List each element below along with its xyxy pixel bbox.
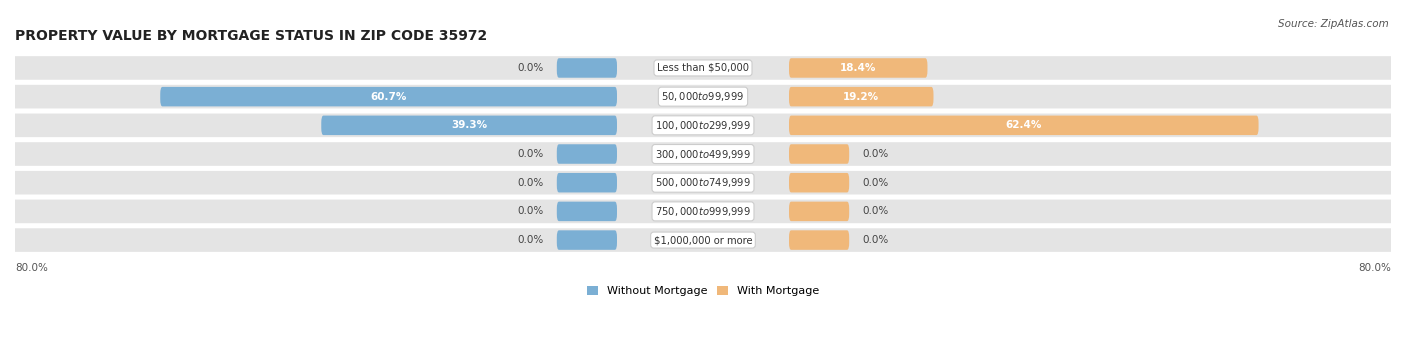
- Text: 0.0%: 0.0%: [862, 235, 889, 245]
- FancyBboxPatch shape: [557, 58, 617, 78]
- FancyBboxPatch shape: [789, 173, 849, 192]
- FancyBboxPatch shape: [0, 198, 1406, 225]
- Text: $750,000 to $999,999: $750,000 to $999,999: [655, 205, 751, 218]
- FancyBboxPatch shape: [557, 173, 617, 192]
- Text: Source: ZipAtlas.com: Source: ZipAtlas.com: [1278, 19, 1389, 29]
- Legend: Without Mortgage, With Mortgage: Without Mortgage, With Mortgage: [582, 282, 824, 301]
- FancyBboxPatch shape: [789, 58, 928, 78]
- Text: 62.4%: 62.4%: [1005, 120, 1042, 130]
- FancyBboxPatch shape: [321, 116, 617, 135]
- Text: 0.0%: 0.0%: [517, 178, 544, 188]
- FancyBboxPatch shape: [557, 202, 617, 221]
- Text: 0.0%: 0.0%: [862, 149, 889, 159]
- Text: 0.0%: 0.0%: [517, 206, 544, 217]
- Text: 18.4%: 18.4%: [839, 63, 876, 73]
- FancyBboxPatch shape: [789, 144, 849, 164]
- Text: 0.0%: 0.0%: [517, 149, 544, 159]
- FancyBboxPatch shape: [789, 87, 934, 106]
- FancyBboxPatch shape: [0, 55, 1406, 81]
- Text: 60.7%: 60.7%: [370, 92, 406, 102]
- FancyBboxPatch shape: [0, 169, 1406, 196]
- FancyBboxPatch shape: [160, 87, 617, 106]
- FancyBboxPatch shape: [0, 84, 1406, 110]
- Text: 0.0%: 0.0%: [862, 178, 889, 188]
- Text: 0.0%: 0.0%: [862, 206, 889, 217]
- FancyBboxPatch shape: [789, 230, 849, 250]
- Text: 19.2%: 19.2%: [844, 92, 879, 102]
- FancyBboxPatch shape: [0, 227, 1406, 253]
- FancyBboxPatch shape: [0, 141, 1406, 167]
- Text: $300,000 to $499,999: $300,000 to $499,999: [655, 148, 751, 161]
- Text: 80.0%: 80.0%: [15, 263, 48, 273]
- Text: 0.0%: 0.0%: [517, 63, 544, 73]
- Text: $100,000 to $299,999: $100,000 to $299,999: [655, 119, 751, 132]
- FancyBboxPatch shape: [0, 112, 1406, 138]
- FancyBboxPatch shape: [557, 144, 617, 164]
- FancyBboxPatch shape: [789, 202, 849, 221]
- Text: Less than $50,000: Less than $50,000: [657, 63, 749, 73]
- Text: 80.0%: 80.0%: [1358, 263, 1391, 273]
- Text: $50,000 to $99,999: $50,000 to $99,999: [661, 90, 745, 103]
- Text: PROPERTY VALUE BY MORTGAGE STATUS IN ZIP CODE 35972: PROPERTY VALUE BY MORTGAGE STATUS IN ZIP…: [15, 29, 488, 43]
- FancyBboxPatch shape: [557, 230, 617, 250]
- FancyBboxPatch shape: [789, 116, 1258, 135]
- Text: $500,000 to $749,999: $500,000 to $749,999: [655, 176, 751, 189]
- Text: 0.0%: 0.0%: [517, 235, 544, 245]
- Text: 39.3%: 39.3%: [451, 120, 488, 130]
- Text: $1,000,000 or more: $1,000,000 or more: [654, 235, 752, 245]
